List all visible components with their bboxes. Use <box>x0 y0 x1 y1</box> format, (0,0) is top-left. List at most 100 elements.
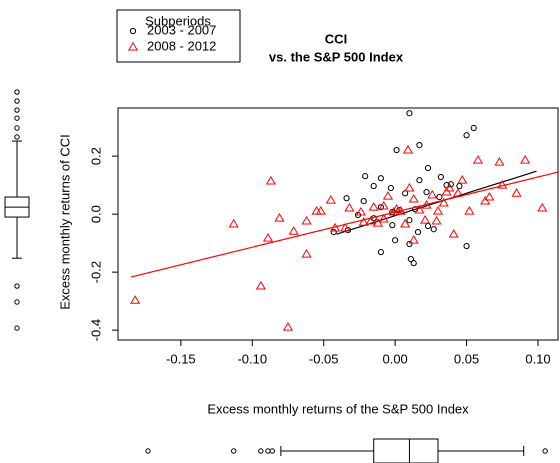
point <box>392 237 399 244</box>
x-tick-label: 0.00 <box>382 351 407 366</box>
point <box>520 155 531 164</box>
point <box>274 213 285 222</box>
point <box>265 175 276 185</box>
outlier <box>231 448 237 454</box>
point <box>228 218 239 228</box>
legend-label: 2003 - 2007 <box>147 22 216 37</box>
point <box>255 280 266 290</box>
y-tick-label: 0.0 <box>88 205 103 223</box>
point <box>416 142 423 149</box>
point <box>444 182 455 192</box>
point <box>301 248 312 258</box>
point <box>484 191 495 201</box>
y-tick-label: 0.2 <box>88 147 103 165</box>
x-axis-label: Excess monthly returns of the S&P 500 In… <box>207 401 469 416</box>
point <box>343 195 350 202</box>
point <box>377 249 384 256</box>
point <box>368 201 379 211</box>
point <box>340 222 351 232</box>
chart-title: CCI <box>325 31 347 46</box>
point <box>406 110 413 117</box>
point <box>315 206 326 215</box>
point <box>130 295 141 304</box>
point <box>407 255 414 263</box>
legend-box <box>116 9 241 63</box>
outlier <box>14 325 20 331</box>
outlier <box>14 134 20 140</box>
point <box>406 240 413 248</box>
point <box>301 215 312 225</box>
outlier <box>14 299 20 305</box>
point <box>437 173 444 181</box>
point <box>427 189 438 199</box>
point <box>393 146 400 154</box>
y-tick-label: -0.4 <box>88 319 103 341</box>
legend-marker <box>127 41 139 51</box>
point <box>377 204 384 211</box>
point <box>360 197 367 205</box>
outlier <box>14 89 20 95</box>
point <box>362 173 369 180</box>
point <box>325 195 336 204</box>
point <box>423 189 430 196</box>
outlier <box>542 448 548 454</box>
point <box>355 206 366 216</box>
point <box>464 206 475 215</box>
outlier <box>145 448 151 454</box>
point <box>448 228 459 238</box>
point <box>424 164 432 172</box>
legend-marker <box>129 27 137 35</box>
point <box>370 182 377 190</box>
point <box>463 242 470 250</box>
point <box>456 182 463 190</box>
point <box>365 215 376 225</box>
point <box>416 177 423 184</box>
legend-title: Subperiods <box>145 13 211 28</box>
point <box>402 144 414 154</box>
point <box>262 233 274 242</box>
point <box>400 218 411 228</box>
point <box>432 206 444 215</box>
point <box>414 229 422 236</box>
point <box>424 222 432 230</box>
legend-label: 2008 - 2012 <box>147 38 216 53</box>
point <box>377 175 384 182</box>
point <box>389 222 396 229</box>
point <box>457 175 468 184</box>
point <box>537 202 548 212</box>
point <box>436 193 443 201</box>
plot-frame <box>117 107 559 341</box>
point <box>463 132 470 139</box>
outlier <box>14 283 20 289</box>
point <box>378 200 389 210</box>
point <box>382 190 394 200</box>
fit-line <box>130 171 559 278</box>
point <box>494 157 505 166</box>
point <box>330 229 337 236</box>
point <box>344 202 355 212</box>
point <box>406 217 413 224</box>
x-tick-label: -0.15 <box>166 351 196 366</box>
box <box>373 438 439 463</box>
outlier <box>269 448 275 454</box>
point <box>497 179 508 189</box>
point <box>410 260 417 267</box>
point <box>408 235 419 244</box>
point <box>358 217 369 226</box>
point <box>311 206 322 215</box>
point <box>470 124 477 132</box>
point <box>387 184 394 192</box>
point <box>511 188 522 197</box>
point <box>408 193 419 203</box>
point <box>430 226 437 233</box>
x-tick-label: -0.05 <box>309 351 339 366</box>
outlier <box>14 107 20 113</box>
point <box>378 213 389 223</box>
point <box>438 197 449 207</box>
x-tick-label: 0.05 <box>454 351 479 366</box>
outlier <box>14 98 20 104</box>
y-tick-label: -0.2 <box>88 261 103 283</box>
outlier <box>14 115 20 121</box>
point <box>420 215 431 224</box>
